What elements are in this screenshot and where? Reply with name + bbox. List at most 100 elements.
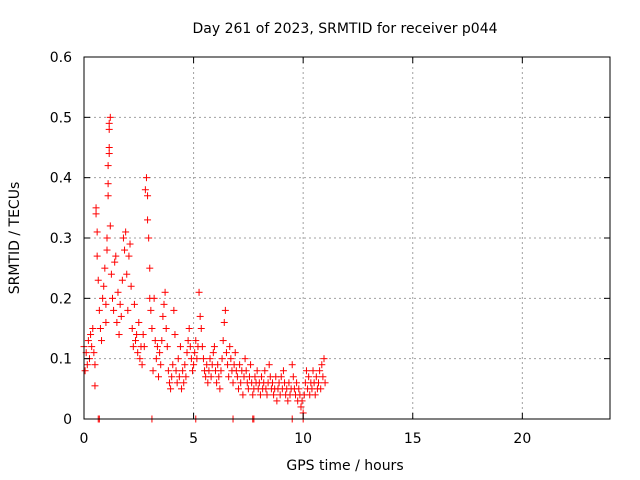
x-tick-label: 20 [513,431,531,447]
data-point [103,246,111,254]
data-point [229,379,237,387]
data-point [133,331,141,339]
data-point [115,331,123,339]
data-point [319,373,327,381]
data-point [181,361,189,369]
data-point [210,343,218,351]
data-point [136,355,144,363]
data-point [163,343,171,351]
data-point [122,228,130,236]
x-tick-label: 5 [189,431,198,447]
y-tick-label: 0.6 [50,50,72,66]
data-point [92,204,100,212]
data-point [218,355,226,363]
data-point [320,355,328,363]
data-point [121,246,129,254]
data-point [91,361,99,369]
data-point [317,385,325,393]
data-point [279,367,287,375]
data-point [87,331,95,339]
y-tick-label: 0.5 [50,110,72,126]
data-point [263,391,271,399]
data-point [256,391,264,399]
data-point [293,379,301,387]
data-point [135,318,143,326]
data-point [118,276,126,284]
data-point [213,379,221,387]
data-point [186,343,194,351]
data-point [205,367,213,375]
data-point [302,367,310,375]
data-point [270,391,278,399]
y-tick-label: 0.3 [50,231,72,247]
data-point [130,300,138,308]
data-point [105,150,113,158]
data-point [162,325,170,332]
data-point [214,361,222,369]
data-point [119,234,127,242]
data-point [180,379,188,387]
data-point [102,300,110,308]
data-point [237,379,245,387]
data-point [219,337,227,345]
x-axis-ticks: 0 5 10 15 20 [80,57,531,447]
data-point [84,337,92,345]
data-point [176,343,184,351]
data-point [284,397,292,405]
data-point [125,252,133,260]
data-point [113,318,121,326]
y-axis-ticks: 0 0.1 0.2 0.3 0.4 0.5 0.6 [50,50,610,428]
data-point [249,391,257,399]
data-point [89,325,97,332]
data-point [312,373,320,381]
data-point [117,312,125,320]
data-point [174,355,182,363]
data-point [123,270,131,278]
data-point [92,210,100,218]
data-point [172,367,180,375]
data-point [297,403,305,411]
data-point [197,325,205,332]
data-point [196,312,204,320]
data-point [110,306,118,314]
data-point [134,349,142,357]
data-point [288,361,296,369]
data-point [126,240,134,248]
data-point [311,391,319,399]
data-point [165,379,173,387]
x-tick-label: 10 [294,431,312,447]
data-point [156,349,164,357]
data-points [80,113,329,423]
data-point [95,306,103,314]
data-point [144,216,152,224]
data-point [298,397,306,405]
data-point [178,385,186,393]
data-point [247,361,255,369]
data-point [173,379,181,387]
data-point [150,294,158,302]
data-point [175,373,183,381]
data-point [231,349,239,357]
data-point [268,379,276,387]
data-point [226,343,234,351]
data-point [81,367,89,375]
data-point [98,337,106,345]
data-point [221,306,229,314]
data-point [158,337,166,345]
data-point [305,373,313,381]
data-point [199,355,207,363]
data-point [167,385,175,393]
data-point [295,385,303,393]
data-point [160,300,168,308]
data-point [91,382,99,390]
x-tick-label: 15 [404,431,422,447]
data-point [184,337,192,345]
data-point [138,361,146,369]
data-point [142,174,150,182]
data-point [116,300,124,308]
data-point [104,180,112,188]
data-point [193,355,201,363]
data-point [170,306,178,314]
y-tick-label: 0.2 [50,291,72,307]
